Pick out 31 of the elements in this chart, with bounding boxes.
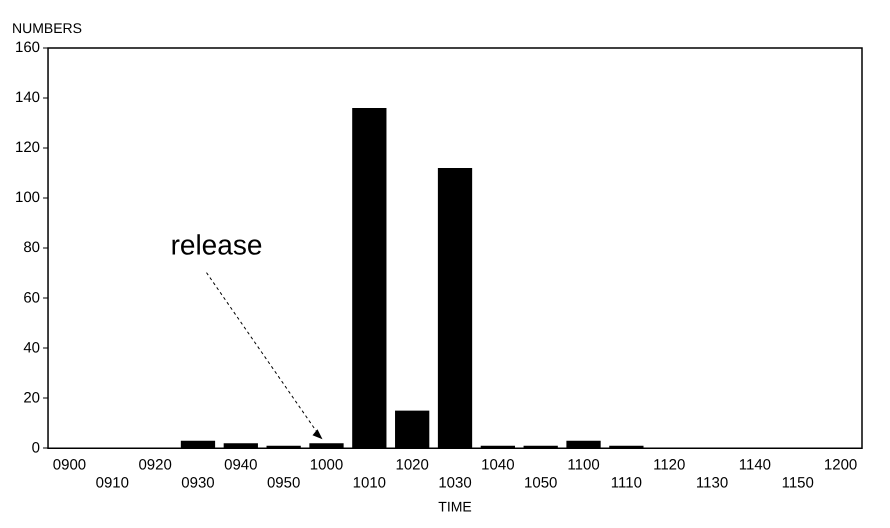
x-tick-label: 0930 bbox=[181, 474, 215, 492]
y-tick-label: 0 bbox=[32, 439, 40, 456]
y-tick-label: 120 bbox=[14, 139, 40, 156]
y-tick-label: 80 bbox=[23, 239, 40, 256]
x-tick-label: 1100 bbox=[567, 456, 600, 474]
x-tick-label: 1200 bbox=[824, 456, 858, 474]
y-tick-label: 40 bbox=[23, 339, 40, 356]
x-tick-label: 1010 bbox=[352, 474, 386, 492]
x-tick-label: 1120 bbox=[653, 456, 686, 474]
y-axis-title: NUMBERS bbox=[12, 20, 82, 36]
x-tick-label: 0910 bbox=[96, 474, 129, 492]
x-tick-label: 1030 bbox=[438, 474, 472, 492]
x-tick-label: 1130 bbox=[696, 474, 728, 492]
annotation: release bbox=[170, 229, 262, 260]
x-tick-label: 0940 bbox=[224, 456, 258, 474]
x-tick-label: 1150 bbox=[782, 474, 814, 492]
y-tick-label: 160 bbox=[14, 39, 40, 56]
y-tick-label: 100 bbox=[14, 189, 40, 206]
y-tick-label: 20 bbox=[23, 389, 40, 406]
x-tick-label: 1050 bbox=[524, 474, 558, 492]
x-tick-label: 0950 bbox=[266, 474, 300, 492]
x-axis-title: TIME bbox=[438, 498, 472, 514]
x-tick-label: 1140 bbox=[738, 456, 772, 474]
x-tick-label: 1000 bbox=[310, 456, 344, 474]
x-tick-label: 1040 bbox=[481, 456, 515, 474]
y-tick-label: 60 bbox=[23, 289, 40, 306]
x-tick-label: 1110 bbox=[610, 474, 642, 492]
y-tick-label: 140 bbox=[14, 89, 40, 106]
x-tick-label: 0920 bbox=[138, 456, 172, 474]
x-tick-label: 0900 bbox=[52, 456, 86, 474]
x-tick-label: 1020 bbox=[395, 456, 429, 474]
